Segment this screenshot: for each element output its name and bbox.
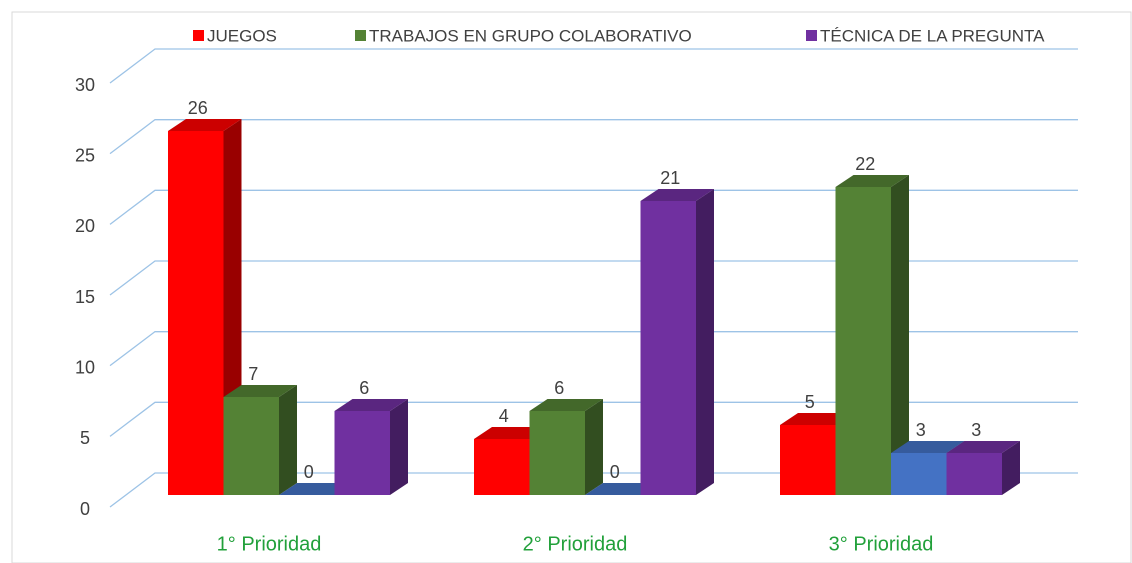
bar-top: [279, 483, 353, 495]
bar-front: [334, 411, 390, 495]
data-label: 6: [359, 378, 369, 398]
bar-top: [585, 483, 659, 495]
legend-swatch: [806, 30, 817, 41]
bar-top: [640, 189, 714, 201]
bar: [279, 483, 353, 495]
data-label: 26: [188, 98, 208, 118]
data-label: 3: [916, 420, 926, 440]
bar-front: [168, 131, 224, 495]
legend-label: TÉCNICA DE LA PREGUNTA: [820, 26, 1045, 45]
bar-top: [891, 441, 965, 453]
data-label: 21: [660, 168, 680, 188]
y-tick-label: 10: [75, 357, 95, 377]
bar: [223, 385, 297, 495]
data-label: 0: [304, 462, 314, 482]
data-label: 3: [971, 420, 981, 440]
grid-line: [109, 260, 1078, 296]
bar-front: [640, 201, 696, 495]
grid-line: [109, 331, 1078, 367]
data-label: 7: [248, 364, 258, 384]
bar-top: [780, 413, 854, 425]
y-tick-label: 0: [80, 499, 90, 519]
y-tick-label: 5: [80, 428, 90, 448]
y-tick-label: 30: [75, 75, 95, 95]
data-label: 4: [499, 406, 509, 426]
bar-top: [223, 385, 297, 397]
bar-front: [835, 187, 891, 495]
bar-front: [474, 439, 530, 495]
bar: [835, 175, 909, 495]
legend-swatch: [193, 30, 204, 41]
data-label: 0: [610, 462, 620, 482]
x-tick-label: 2° Prioridad: [523, 533, 628, 555]
data-label: 5: [805, 392, 815, 412]
bar-side: [891, 175, 909, 495]
bar-front: [946, 453, 1002, 495]
bar-top: [474, 427, 548, 439]
legend-label: TRABAJOS EN GRUPO COLABORATIVO: [369, 26, 692, 45]
grid-line: [109, 119, 1078, 155]
bar: [334, 399, 408, 495]
grid-line: [109, 472, 1078, 508]
bar-side: [696, 189, 714, 495]
y-tick-label: 15: [75, 287, 95, 307]
x-tick-label: 3° Prioridad: [829, 533, 934, 555]
bar-side: [279, 385, 297, 495]
bar-top: [835, 175, 909, 187]
bar-side: [585, 399, 603, 495]
bar: [585, 483, 659, 495]
bar-front: [891, 453, 947, 495]
chart-border: [11, 11, 1132, 563]
grid-line: [109, 401, 1078, 437]
data-label: 6: [554, 378, 564, 398]
bar-top: [529, 399, 603, 411]
legend-label: JUEGOS: [207, 26, 277, 45]
y-tick-label: 25: [75, 145, 95, 165]
bar-top: [168, 119, 242, 131]
grid-line: [109, 189, 1078, 225]
bar-top: [334, 399, 408, 411]
bar-side: [390, 399, 408, 495]
y-tick-label: 20: [75, 216, 95, 236]
bar-top: [946, 441, 1020, 453]
data-label: 22: [855, 154, 875, 174]
grid-line: [109, 48, 1078, 84]
bar-side: [1002, 441, 1020, 495]
bar: [529, 399, 603, 495]
bar-front: [780, 425, 836, 495]
bar-front: [529, 411, 585, 495]
x-tick-label: 1° Prioridad: [217, 533, 322, 555]
bar: [946, 441, 1020, 495]
bar-front: [223, 397, 279, 495]
legend-swatch: [355, 30, 366, 41]
bar: [640, 189, 714, 495]
